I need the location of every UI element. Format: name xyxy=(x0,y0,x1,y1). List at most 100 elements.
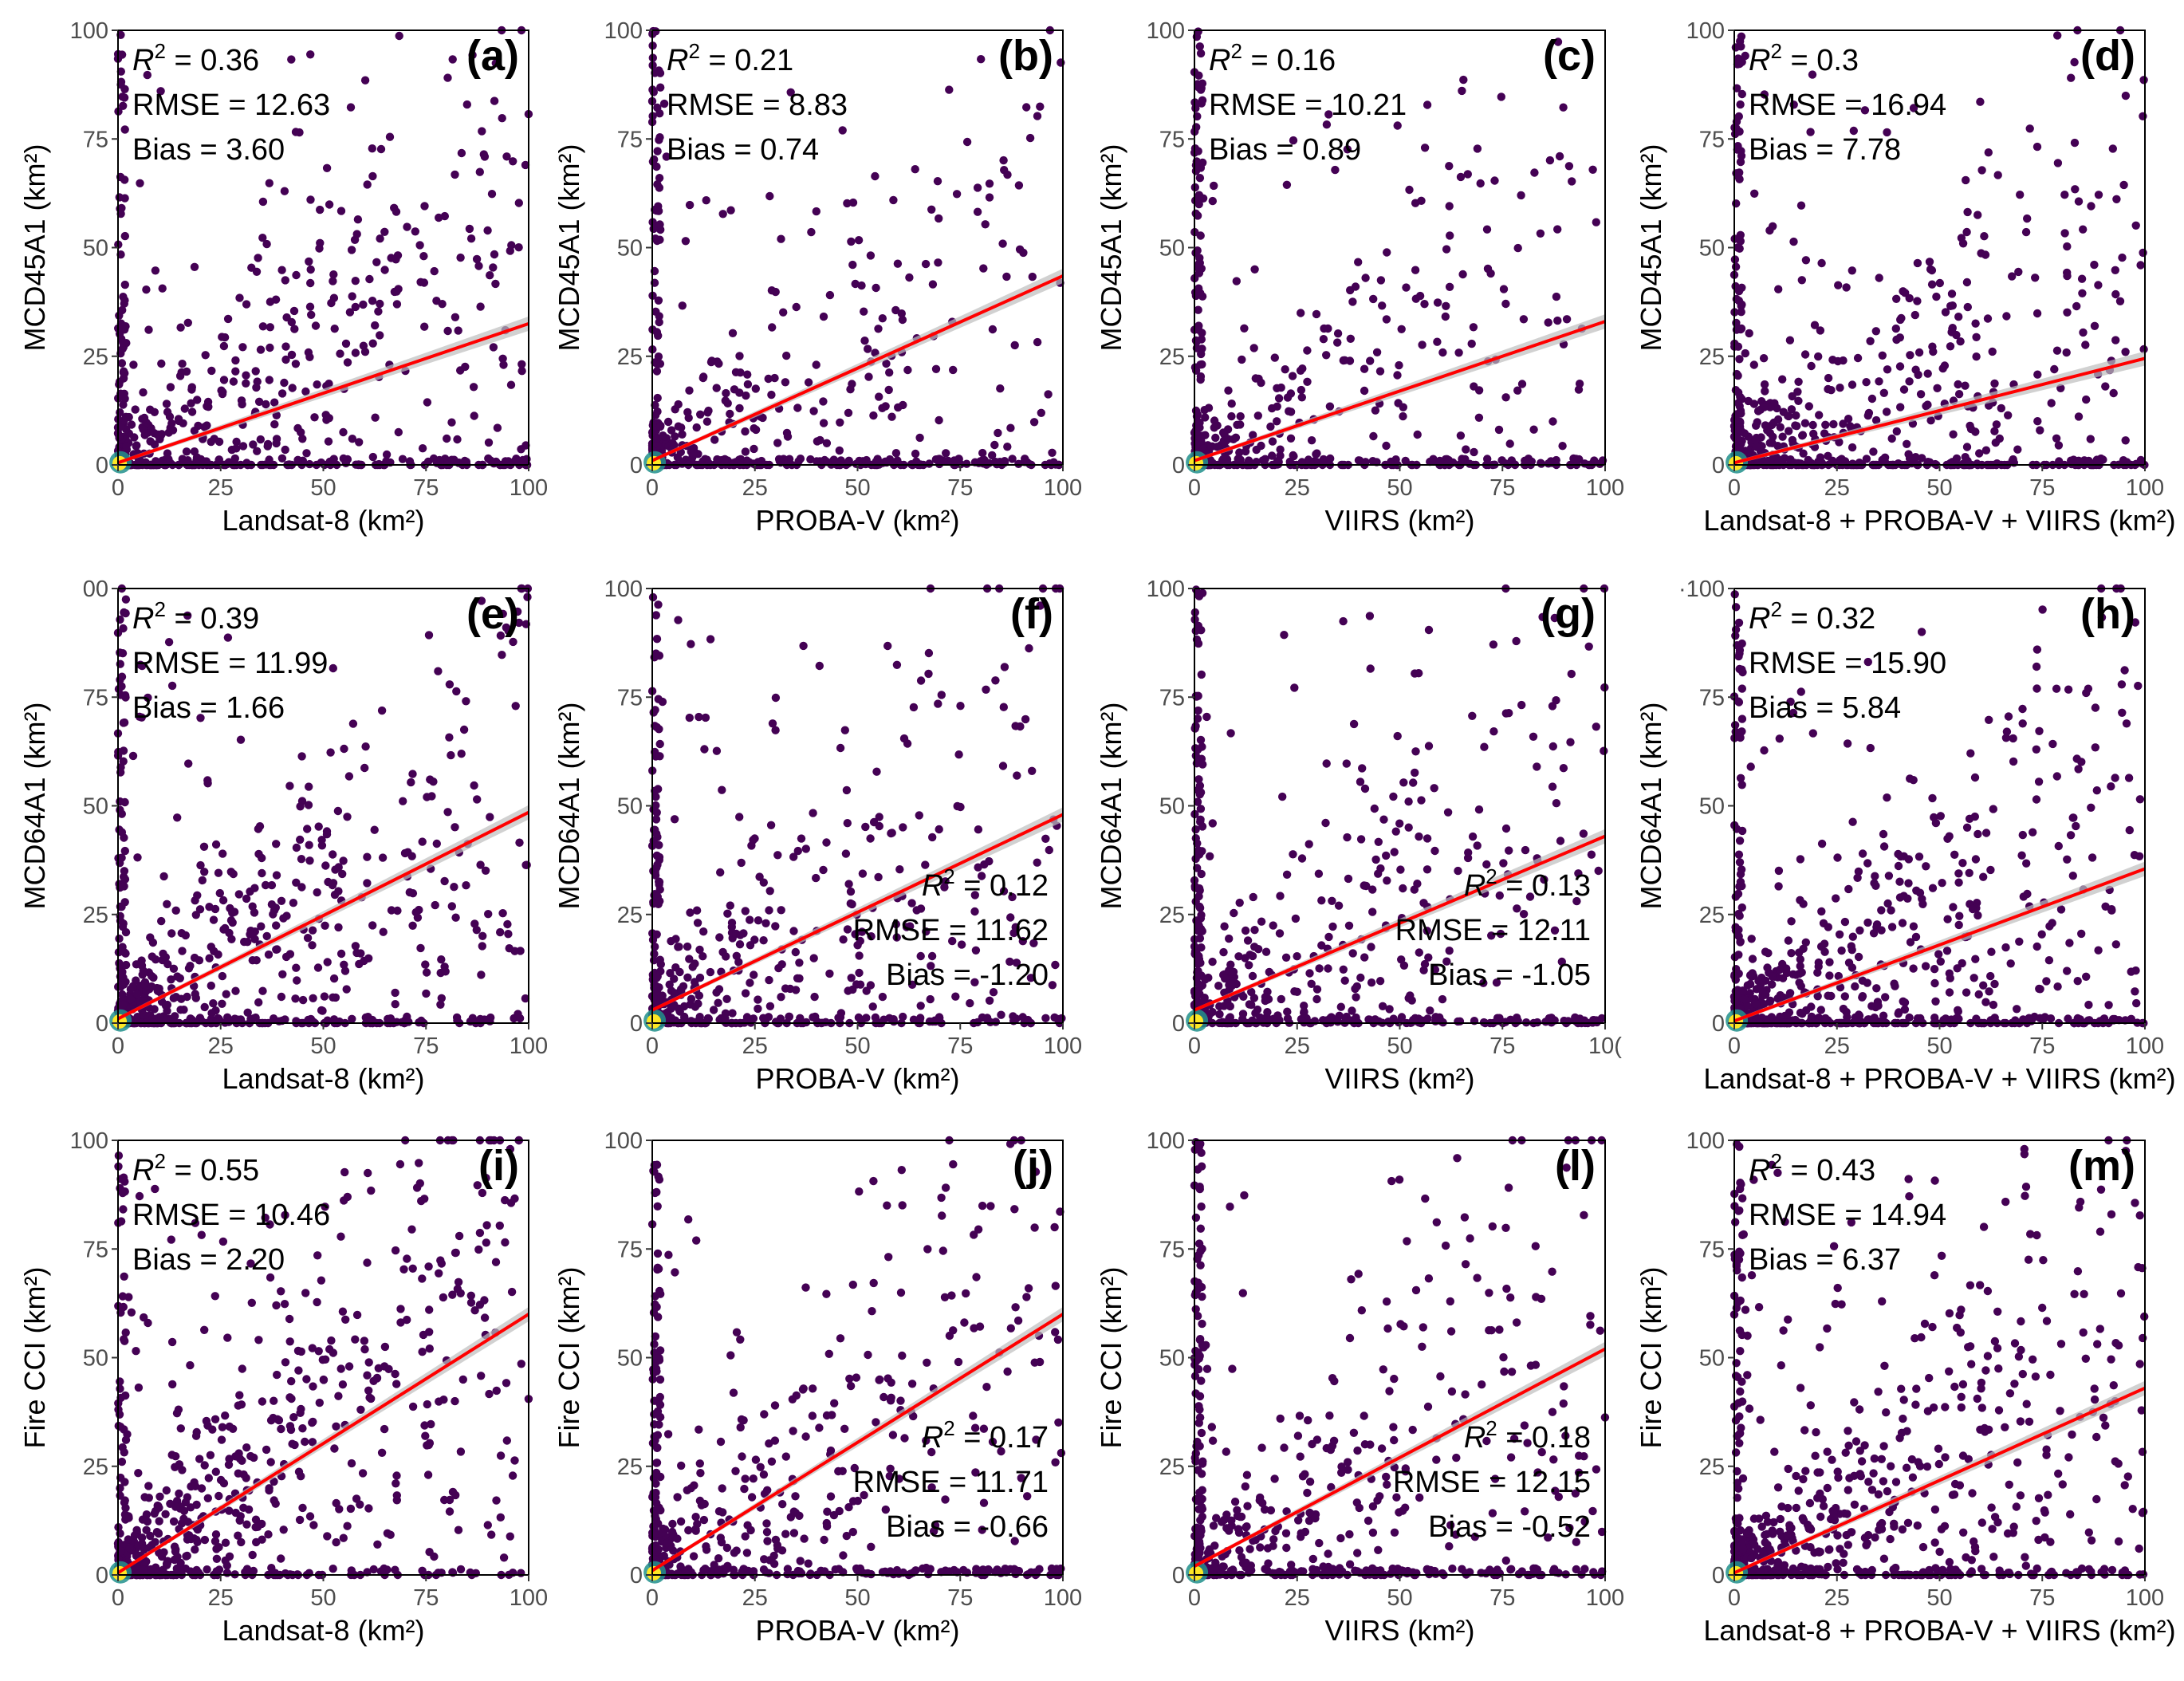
scatter-point xyxy=(164,638,174,647)
scatter-point xyxy=(765,906,773,915)
scatter-point xyxy=(815,661,824,671)
scatter-point xyxy=(117,359,127,368)
scatter-point xyxy=(140,1010,148,1019)
scatter-point xyxy=(2082,395,2091,404)
scatter-point xyxy=(1424,742,1434,750)
scatter-point xyxy=(1896,852,1905,861)
panel-label: (g) xyxy=(1541,590,1596,638)
scatter-point xyxy=(986,1018,995,1027)
scatter-point xyxy=(882,359,891,368)
scatter-point xyxy=(928,833,937,842)
scatter-point xyxy=(1870,879,1879,888)
scatter-point xyxy=(316,238,325,247)
scatter-point xyxy=(812,207,820,216)
scatter-point xyxy=(891,449,901,458)
r-squared-text: R2 = 0.16 xyxy=(1209,39,1336,77)
scatter-point xyxy=(750,424,758,433)
scatter-point xyxy=(652,808,661,817)
scatter-point xyxy=(2023,889,2032,899)
scatter-point xyxy=(1913,297,1922,305)
scatter-point xyxy=(1824,384,1832,394)
scatter-point xyxy=(498,354,507,363)
scatter-point xyxy=(1499,285,1509,293)
rmse-text: RMSE = 12.63 xyxy=(132,89,330,122)
scatter-point xyxy=(786,88,795,97)
scatter-point xyxy=(280,378,289,388)
scatter-point xyxy=(329,974,339,983)
panel-label: (e) xyxy=(466,590,519,638)
scatter-point xyxy=(296,802,305,811)
scatter-point xyxy=(1194,27,1202,36)
scatter-point xyxy=(721,396,730,405)
scatter-point xyxy=(432,297,441,305)
scatter-point xyxy=(2032,662,2041,671)
scatter-point xyxy=(1375,367,1385,376)
scatter-point xyxy=(898,315,907,325)
scatter-point xyxy=(759,878,768,887)
scatter-point xyxy=(1837,946,1846,955)
scatter-point xyxy=(1895,893,1905,902)
y-tick-label: 0 xyxy=(1172,453,1185,478)
scatter-point xyxy=(468,50,477,60)
scatter-point xyxy=(836,743,845,753)
scatter-point xyxy=(478,127,486,136)
scatter-point xyxy=(297,855,306,864)
scatter-point xyxy=(1977,249,1985,258)
scatter-point xyxy=(1273,417,1281,426)
scatter-point xyxy=(116,805,124,814)
rmse-text: RMSE = 8.83 xyxy=(667,89,848,122)
scatter-point xyxy=(2018,719,2027,728)
scatter-point xyxy=(1548,417,1557,426)
scatter-point xyxy=(461,362,470,372)
scatter-point xyxy=(702,196,710,205)
scatter-point xyxy=(1928,793,1937,803)
y-tick-label: 75 xyxy=(617,685,643,711)
scatter-point xyxy=(730,385,739,394)
scatter-point xyxy=(1733,399,1743,407)
scatter-point xyxy=(974,825,983,834)
scatter-point xyxy=(693,919,702,927)
scatter-point xyxy=(1469,323,1478,332)
scatter-point xyxy=(1938,879,1946,888)
scatter-point xyxy=(278,970,287,979)
scatter-point xyxy=(329,663,337,673)
scatter-point xyxy=(281,342,290,351)
scatter-point xyxy=(1261,996,1270,1006)
scatter-point xyxy=(962,459,971,468)
scatter-point xyxy=(1575,380,1584,388)
y-tick-label: 75 xyxy=(1159,685,1185,711)
scatter-point xyxy=(655,885,664,894)
scatter-point xyxy=(1731,262,1741,271)
scatter-point xyxy=(1324,324,1332,333)
scatter-point xyxy=(127,420,136,429)
scatter-point xyxy=(1194,284,1203,293)
scatter-point xyxy=(171,906,180,915)
scatter-point xyxy=(1411,747,1420,756)
scatter-point xyxy=(329,455,338,463)
scatter-point xyxy=(265,376,273,384)
scatter-point xyxy=(1307,979,1316,989)
scatter-point xyxy=(1399,403,1408,411)
density-cluster-high xyxy=(647,1014,662,1029)
scatter-point xyxy=(207,981,215,990)
scatter-point xyxy=(1898,919,1907,927)
scatter-point xyxy=(1248,971,1257,981)
scatter-point xyxy=(327,298,336,308)
scatter-point xyxy=(1356,456,1364,465)
scatter-point xyxy=(1887,434,1896,443)
scatter-point xyxy=(728,1009,737,1018)
scatter-point xyxy=(999,703,1009,711)
scatter-point xyxy=(266,343,274,352)
scatter-point xyxy=(1423,865,1432,874)
x-axis-title: PROBA-V (km²) xyxy=(756,504,960,537)
scatter-point xyxy=(1950,850,1959,860)
scatter-point xyxy=(1378,301,1387,310)
scatter-point xyxy=(1931,997,1940,1006)
scatter-point xyxy=(952,190,962,199)
scatter-point xyxy=(982,685,990,694)
scatter-point xyxy=(1906,455,1914,464)
scatter-point xyxy=(1594,866,1603,876)
scatter-point xyxy=(1954,869,1963,878)
scatter-point xyxy=(1971,855,1981,864)
y-axis-title: MCD45A1 (km²) xyxy=(18,144,51,351)
